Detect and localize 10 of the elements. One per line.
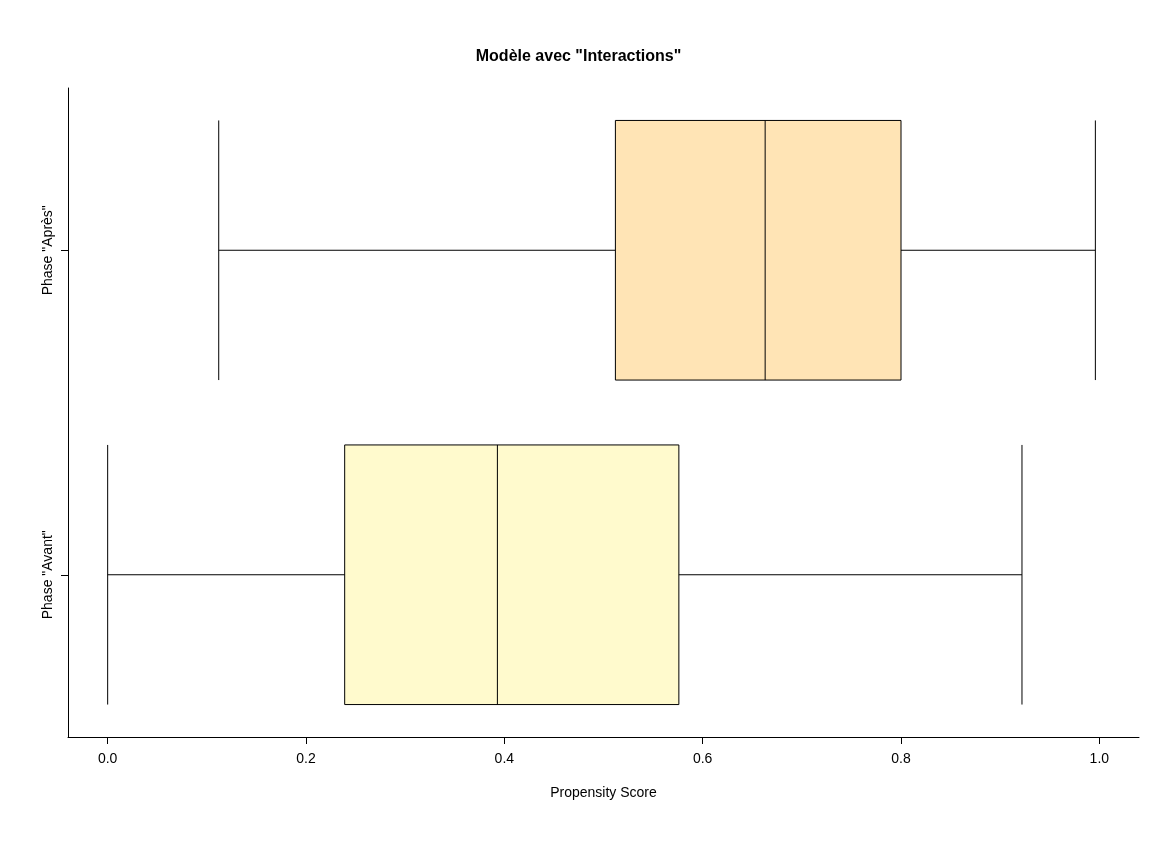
x-tick-label: 0.0 bbox=[97, 750, 118, 766]
y-tick-label: Phase "Avant" bbox=[39, 530, 55, 620]
y-tick-label: Phase "Après" bbox=[39, 205, 55, 296]
x-tick-label: 1.0 bbox=[1089, 750, 1110, 766]
x-tick-label: 0.6 bbox=[692, 750, 713, 766]
chart-title: Modèle avec "Interactions" bbox=[475, 46, 682, 64]
x-tick-label: 0.8 bbox=[891, 750, 911, 766]
x-axis-title: Propensity Score bbox=[550, 784, 658, 800]
x-tick-label: 0.2 bbox=[296, 750, 316, 766]
x-tick-label: 0.4 bbox=[494, 750, 515, 766]
